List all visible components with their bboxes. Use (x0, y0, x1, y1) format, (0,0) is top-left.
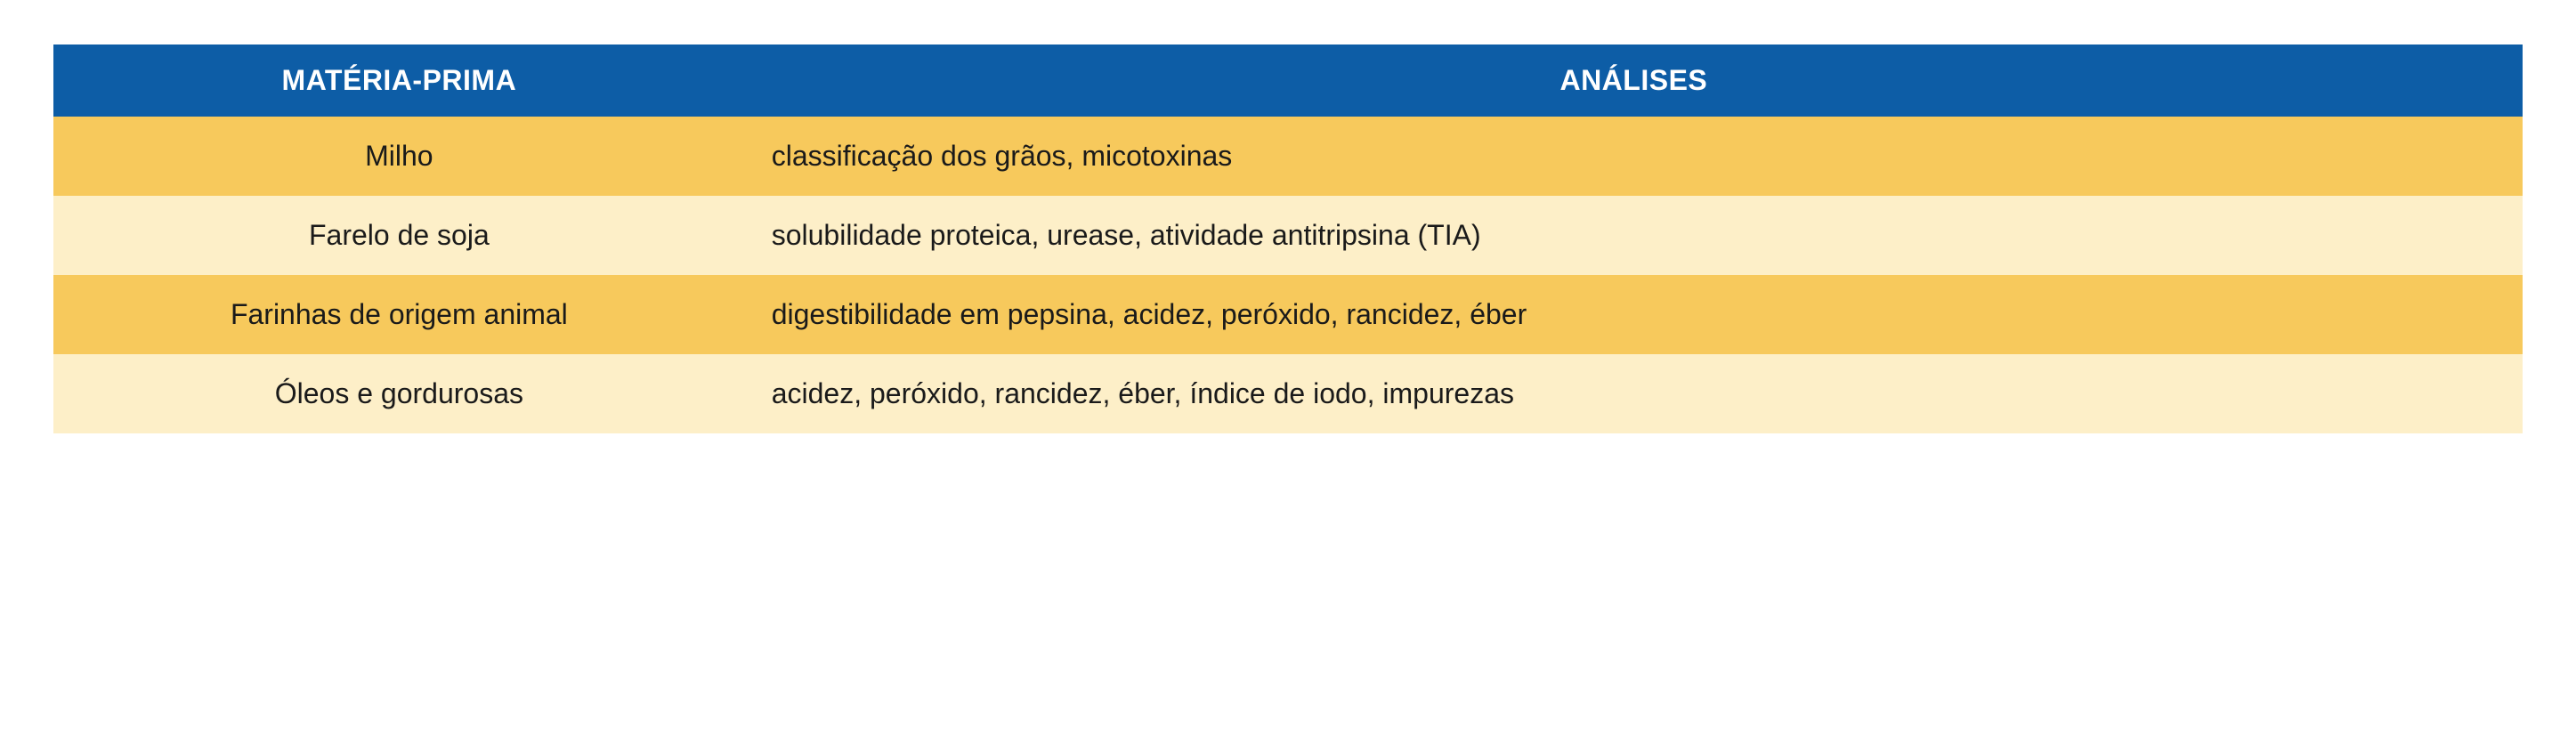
cell-analises: digestibilidade em pepsina, acidez, peró… (745, 275, 2523, 354)
cell-analises: classificação dos grãos, micotoxinas (745, 117, 2523, 196)
table-row: Milho classificação dos grãos, micotoxin… (53, 117, 2523, 196)
column-header-analises: ANÁLISES (745, 44, 2523, 117)
cell-materia: Óleos e gordurosas (53, 354, 745, 433)
cell-analises: acidez, peróxido, rancidez, éber, índice… (745, 354, 2523, 433)
cell-materia: Farelo de soja (53, 196, 745, 275)
cell-materia: Farinhas de origem animal (53, 275, 745, 354)
analysis-table-container: MATÉRIA-PRIMA ANÁLISES Milho classificaç… (53, 44, 2523, 433)
table-row: Farelo de soja solubilidade proteica, ur… (53, 196, 2523, 275)
column-header-materia: MATÉRIA-PRIMA (53, 44, 745, 117)
analysis-table: MATÉRIA-PRIMA ANÁLISES Milho classificaç… (53, 44, 2523, 433)
table-header-row: MATÉRIA-PRIMA ANÁLISES (53, 44, 2523, 117)
table-row: Farinhas de origem animal digestibilidad… (53, 275, 2523, 354)
cell-materia: Milho (53, 117, 745, 196)
table-row: Óleos e gordurosas acidez, peróxido, ran… (53, 354, 2523, 433)
cell-analises: solubilidade proteica, urease, atividade… (745, 196, 2523, 275)
